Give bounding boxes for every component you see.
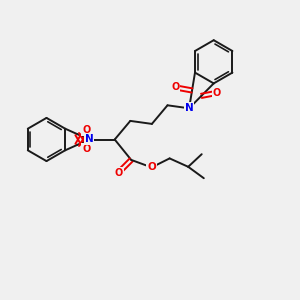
Text: O: O [115,167,123,178]
Text: O: O [82,125,90,135]
Text: O: O [171,82,180,92]
Text: O: O [213,88,221,98]
Text: O: O [82,144,90,154]
Text: N: N [185,103,194,113]
Text: O: O [147,162,156,172]
Text: N: N [85,134,94,145]
